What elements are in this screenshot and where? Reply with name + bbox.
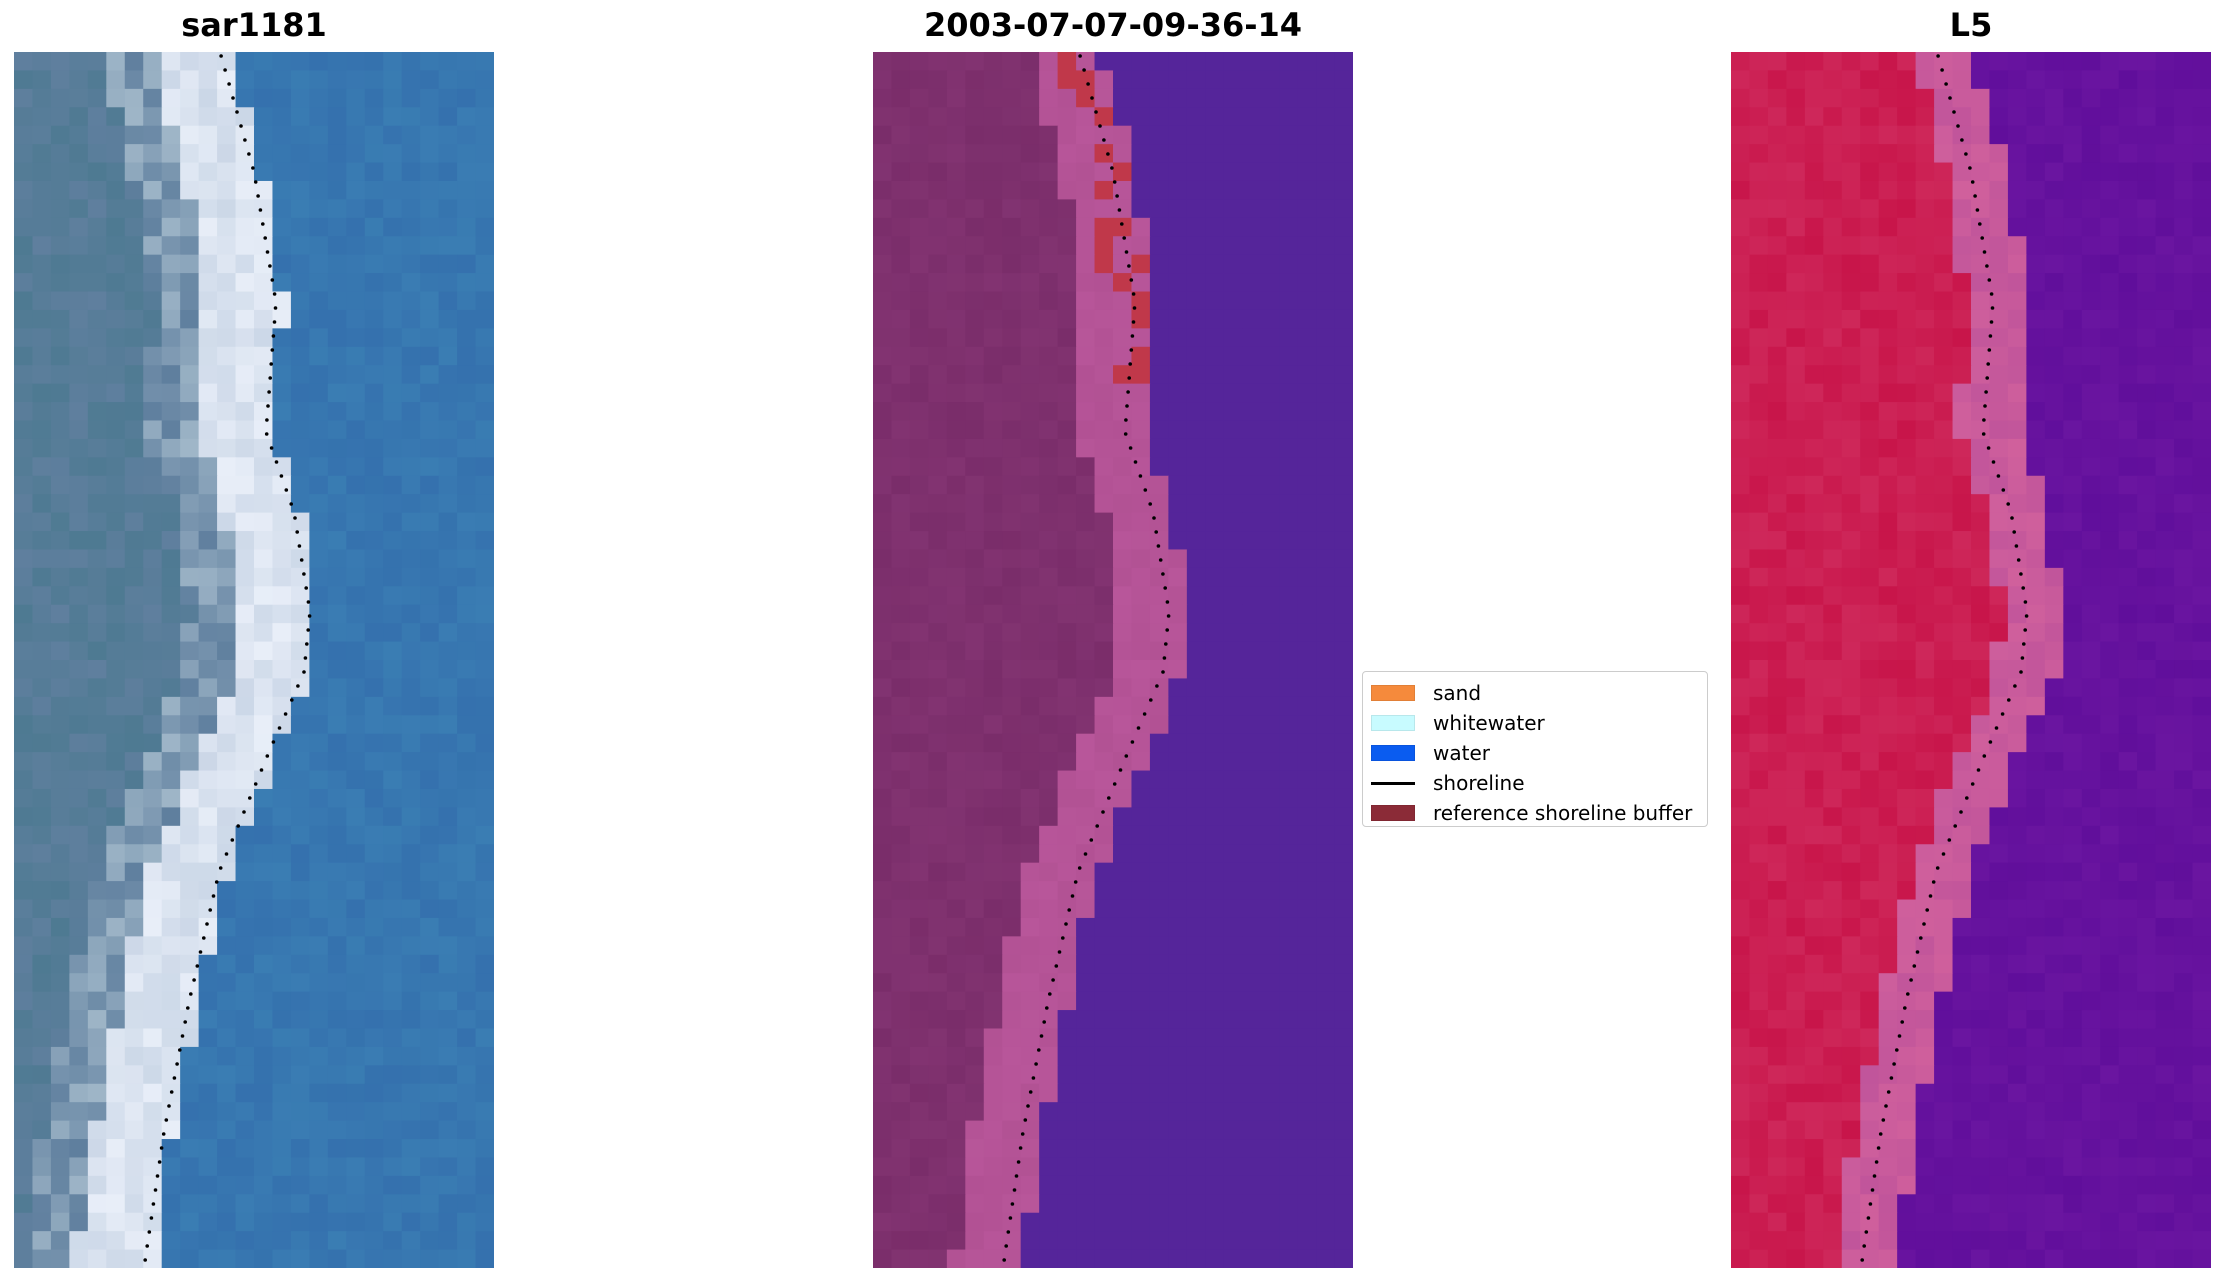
sand-swatch bbox=[1371, 685, 1415, 701]
water-swatch bbox=[1371, 745, 1415, 761]
panel-title-mndwi: L5 bbox=[1949, 6, 1993, 44]
shoreline-line-sample bbox=[1371, 781, 1415, 785]
legend-item-sand: sand bbox=[1371, 678, 1699, 708]
legend-label-reference-buffer: reference shoreline buffer bbox=[1433, 801, 1693, 825]
legend-item-shoreline: shoreline bbox=[1371, 768, 1699, 798]
legend-label-water: water bbox=[1433, 741, 1490, 765]
whitewater-swatch bbox=[1371, 715, 1415, 731]
rgb-image-panel bbox=[14, 52, 494, 1268]
reference-buffer-swatch bbox=[1371, 805, 1415, 821]
mndwi-image-panel bbox=[1731, 52, 2211, 1268]
panel-title-rgb: sar1181 bbox=[181, 6, 327, 44]
classified-image bbox=[873, 52, 1353, 1268]
legend-item-reference-buffer: reference shoreline buffer bbox=[1371, 798, 1699, 828]
legend-item-water: water bbox=[1371, 738, 1699, 768]
legend-label-shoreline: shoreline bbox=[1433, 771, 1525, 795]
classified-image-panel bbox=[873, 52, 1353, 1268]
legend: sand whitewater water shoreline referenc… bbox=[1362, 671, 1708, 827]
rgb-image bbox=[14, 52, 494, 1268]
legend-label-sand: sand bbox=[1433, 681, 1482, 705]
panel-title-classified: 2003-07-07-09-36-14 bbox=[923, 6, 1303, 44]
legend-item-whitewater: whitewater bbox=[1371, 708, 1699, 738]
mndwi-image bbox=[1731, 52, 2211, 1268]
legend-label-whitewater: whitewater bbox=[1433, 711, 1545, 735]
